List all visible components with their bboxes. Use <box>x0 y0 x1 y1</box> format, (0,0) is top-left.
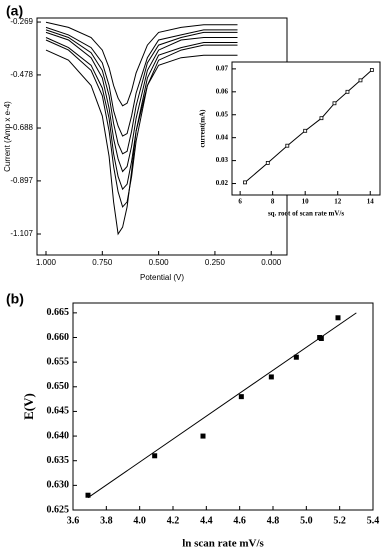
marker <box>345 89 350 94</box>
y-tick-label: 0.650 <box>47 381 70 392</box>
point <box>200 433 206 439</box>
x-tick-label: 3.8 <box>100 515 113 526</box>
y-tick-label: 0.06 <box>216 87 229 95</box>
panel-label: (b) <box>6 291 24 307</box>
y-tick-label: 0.640 <box>47 430 70 441</box>
y-tick-label: 0.625 <box>47 504 70 515</box>
y-tick-label: 0.04 <box>216 133 229 141</box>
x-tick-label: 3.6 <box>67 515 80 526</box>
x-tick-label: 0.250 <box>205 258 226 267</box>
marker <box>332 101 337 106</box>
x-axis-title: Potential (V) <box>140 273 184 282</box>
y-tick-label: -0.478 <box>10 70 33 79</box>
x-tick-label: 8 <box>271 198 275 206</box>
x-tick-label: 5.4 <box>367 515 380 526</box>
point <box>85 492 91 498</box>
curve <box>45 21 238 107</box>
y-axis-title: E(V) <box>21 393 36 420</box>
plot-frame <box>72 302 374 511</box>
y-axis-title: current(mA) <box>199 109 207 148</box>
y-tick-label: 0.630 <box>47 480 70 491</box>
x-tick-label: 4.4 <box>200 515 213 526</box>
y-tick-label: 0.05 <box>216 110 229 118</box>
x-tick-label: 6 <box>238 198 242 206</box>
fit-line <box>87 312 357 499</box>
y-tick-label: 0.03 <box>216 156 229 164</box>
x-tick-label: 4.8 <box>267 515 280 526</box>
curve <box>45 39 238 208</box>
marker <box>358 78 363 83</box>
panel-label: (a) <box>6 3 23 19</box>
x-tick-label: 5.0 <box>300 515 313 526</box>
curve <box>45 31 238 173</box>
curve <box>45 26 238 137</box>
point <box>238 394 244 400</box>
curve <box>45 29 238 155</box>
x-tick-label: 4.2 <box>167 515 180 526</box>
x-tick-label: 10 <box>302 198 310 206</box>
x-tick-label: 0.500 <box>149 258 170 267</box>
point <box>293 354 299 360</box>
y-tick-label: -1.107 <box>10 229 33 238</box>
x-tick-label: 4.6 <box>233 515 246 526</box>
x-tick-label: 14 <box>367 198 375 206</box>
curve <box>45 37 238 191</box>
y-tick-label: 0.02 <box>216 179 229 187</box>
y-tick-label: 0.645 <box>47 406 70 417</box>
y-tick-label: -0.897 <box>10 176 33 185</box>
y-tick-label: 0.635 <box>47 455 70 466</box>
y-axis-title: Current (Amp x e-4) <box>3 101 12 172</box>
marker <box>243 180 247 185</box>
x-axis-title: sq. root of scan rate mV/s <box>268 210 344 218</box>
y-tick-label: -0.269 <box>10 17 33 26</box>
curve <box>45 49 238 236</box>
y-tick-label: 0.655 <box>47 356 70 367</box>
x-tick-label: 0.000 <box>261 258 282 267</box>
marker <box>319 116 324 121</box>
y-tick-label: 0.07 <box>216 64 229 72</box>
x-tick-label: 0.750 <box>92 258 113 267</box>
point <box>318 335 324 341</box>
point <box>335 315 341 321</box>
y-tick-label: 0.665 <box>47 307 70 318</box>
y-tick-label: -0.688 <box>10 123 33 132</box>
marker <box>369 68 374 72</box>
x-tick-label: 12 <box>334 198 342 206</box>
x-tick-label: 1.000 <box>36 258 57 267</box>
point <box>152 453 158 459</box>
marker <box>285 143 290 148</box>
marker <box>265 160 270 165</box>
x-tick-label: 4.0 <box>133 515 146 526</box>
marker <box>303 128 308 133</box>
point <box>268 374 274 380</box>
y-tick-label: 0.660 <box>47 332 70 343</box>
x-axis-title: ln scan rate mV/s <box>182 538 264 549</box>
x-tick-label: 5.2 <box>333 515 346 526</box>
